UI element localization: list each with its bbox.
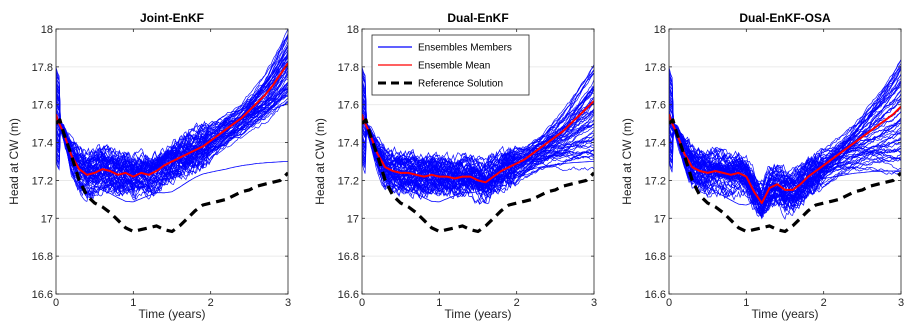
ensemble-member-line	[669, 111, 901, 189]
x-tick-label: 0	[666, 297, 672, 309]
x-tick-label: 3	[285, 297, 291, 309]
chart-panel-2: 16.6 16.8 17 17.2 17.4 17.6 17.8 18 0 1 2 3 Dual-EnK…	[313, 11, 597, 321]
ensemble-member-line	[669, 75, 901, 206]
y-tick-label: 17.4	[645, 138, 666, 150]
axes-box	[668, 28, 902, 295]
y-tick-label: 17.2	[32, 175, 53, 187]
chart-panel-3: 16.6 16.8 17 17.2 17.4 17.6 17.8 18 0 1 2 3 Dual-EnK…	[620, 11, 904, 321]
reference-solution-line	[362, 118, 594, 234]
y-tick-label: 16.6	[645, 289, 666, 301]
data-layer	[56, 29, 288, 234]
y-tick-label: 18	[41, 24, 53, 36]
y-tick-label: 17.6	[338, 100, 359, 112]
data-layer	[669, 59, 901, 234]
ensemble-member-line	[669, 108, 901, 205]
ensemble-member-line	[362, 70, 594, 205]
ensemble-member-line	[362, 79, 594, 186]
x-axis-label: Time (years)	[752, 307, 819, 321]
x-tick-label: 3	[898, 297, 904, 309]
x-axis-label: Time (years)	[445, 307, 512, 321]
y-tick-label: 17.6	[32, 100, 53, 112]
y-tick-label: 17.8	[645, 62, 666, 74]
ensemble-member-line	[362, 64, 594, 192]
ensemble-member-line	[56, 44, 288, 179]
y-axis-label: Head at CW (m)	[313, 118, 327, 205]
ensemble-member-line	[56, 82, 288, 200]
x-axis-label: Time (years)	[139, 307, 206, 321]
y-tick-label: 16.8	[338, 251, 359, 263]
x-tick-label: 1	[436, 297, 442, 309]
chart-panel-1: 16.6 16.8 17 17.2 17.4 17.6 17.8 18 0 1 2 3 Joint-En…	[7, 11, 291, 321]
chart-title: Joint-EnKF	[140, 11, 204, 25]
ensemble-member-line	[669, 65, 901, 213]
chart-title: Dual-EnKF-OSA	[739, 11, 831, 25]
ensemble-mean-line	[56, 62, 288, 178]
ensemble-member-line	[362, 82, 594, 179]
ensemble-member-line	[669, 67, 901, 193]
y-tick-label: 16.6	[32, 289, 53, 301]
ensemble-member-line	[669, 65, 901, 210]
legend-label: Ensembles Members	[418, 43, 512, 54]
ensemble-member-line	[669, 59, 901, 199]
ensemble-member-line	[56, 33, 288, 170]
y-tick-label: 17.8	[338, 62, 359, 74]
x-tick-label: 2	[514, 297, 520, 309]
y-tick-label: 17	[347, 213, 359, 225]
y-tick-label: 17.6	[645, 100, 666, 112]
y-tick-label: 16.8	[645, 251, 666, 263]
ensemble-member-outlier	[56, 114, 288, 203]
ensemble-member-outlier	[362, 114, 594, 203]
y-axis-label: Head at CW (m)	[620, 118, 634, 205]
ensemble-member-line	[56, 60, 288, 171]
ensemble-member-line	[362, 89, 594, 195]
ensemble-mean-line	[669, 105, 901, 205]
x-tick-label: 1	[743, 297, 749, 309]
y-tick-label: 17	[41, 213, 53, 225]
y-tick-label: 17.4	[338, 138, 359, 150]
axes-box	[361, 28, 595, 295]
ensemble-member-line	[56, 51, 288, 179]
x-tick-label: 0	[53, 297, 59, 309]
legend: Ensembles Members Ensemble Mean Reference …	[371, 34, 530, 96]
data-layer	[362, 64, 594, 234]
reference-solution-line	[669, 118, 901, 234]
reference-solution-line	[56, 118, 288, 234]
legend-label: Ensemble Mean	[418, 61, 490, 72]
ensemble-member-line	[669, 82, 901, 190]
y-tick-label: 18	[654, 24, 666, 36]
y-tick-label: 16.6	[338, 289, 359, 301]
ensemble-mean-line	[362, 100, 594, 184]
x-tick-label: 3	[591, 297, 597, 309]
x-tick-label: 2	[208, 297, 214, 309]
ensemble-member-line	[362, 100, 594, 198]
y-tick-label: 17.8	[32, 62, 53, 74]
x-tick-label: 2	[821, 297, 827, 309]
y-tick-label: 17.2	[645, 175, 666, 187]
ensemble-member-line	[56, 44, 288, 187]
ensemble-member-line	[669, 59, 901, 213]
y-tick-label: 17	[654, 213, 666, 225]
ensemble-member-line	[669, 63, 901, 197]
y-tick-label: 16.8	[32, 251, 53, 263]
ensemble-member-line	[362, 72, 594, 193]
axes-box	[55, 28, 289, 295]
y-tick-label: 17.2	[338, 175, 359, 187]
legend-label: Reference Solution	[418, 79, 503, 90]
ensemble-member-line	[362, 71, 594, 189]
x-tick-label: 1	[130, 297, 136, 309]
ensemble-member-line	[669, 81, 901, 187]
y-axis-label: Head at CW (m)	[7, 118, 21, 205]
ensemble-member-outlier	[669, 114, 901, 206]
y-tick-label: 18	[347, 24, 359, 36]
ensemble-member-line	[56, 54, 288, 191]
chart-title: Dual-EnKF	[447, 11, 508, 25]
y-tick-label: 17.4	[32, 138, 53, 150]
x-tick-label: 0	[359, 297, 365, 309]
